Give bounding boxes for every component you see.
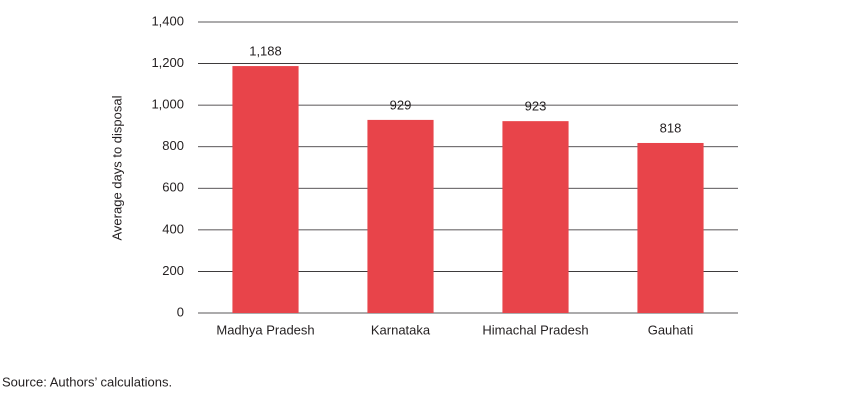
data-label: 929 <box>390 97 412 112</box>
bar <box>232 66 299 314</box>
data-label: 1,188 <box>249 44 282 59</box>
bar <box>502 121 569 313</box>
x-tick-label: Karnataka <box>371 322 431 337</box>
x-tick-label: Gauhati <box>648 322 694 337</box>
y-tick-label: 800 <box>162 138 184 153</box>
y-tick-label: 1,200 <box>151 55 184 70</box>
y-tick-label: 1,400 <box>151 13 184 28</box>
data-label: 923 <box>525 99 547 114</box>
bar <box>367 119 434 313</box>
data-label: 818 <box>660 120 682 135</box>
x-tick-label: Himachal Pradesh <box>482 322 588 337</box>
y-tick-label: 200 <box>162 263 184 278</box>
source-note: Source: Authors’ calculations. <box>2 374 172 389</box>
y-tick-label: 600 <box>162 180 184 195</box>
bar <box>637 142 704 313</box>
y-tick-label: 0 <box>177 304 184 319</box>
y-tick-label: 1,000 <box>151 97 184 112</box>
y-tick-label: 400 <box>162 221 184 236</box>
y-axis-label: Average days to disposal <box>109 95 124 240</box>
x-tick-label: Madhya Pradesh <box>216 322 314 337</box>
